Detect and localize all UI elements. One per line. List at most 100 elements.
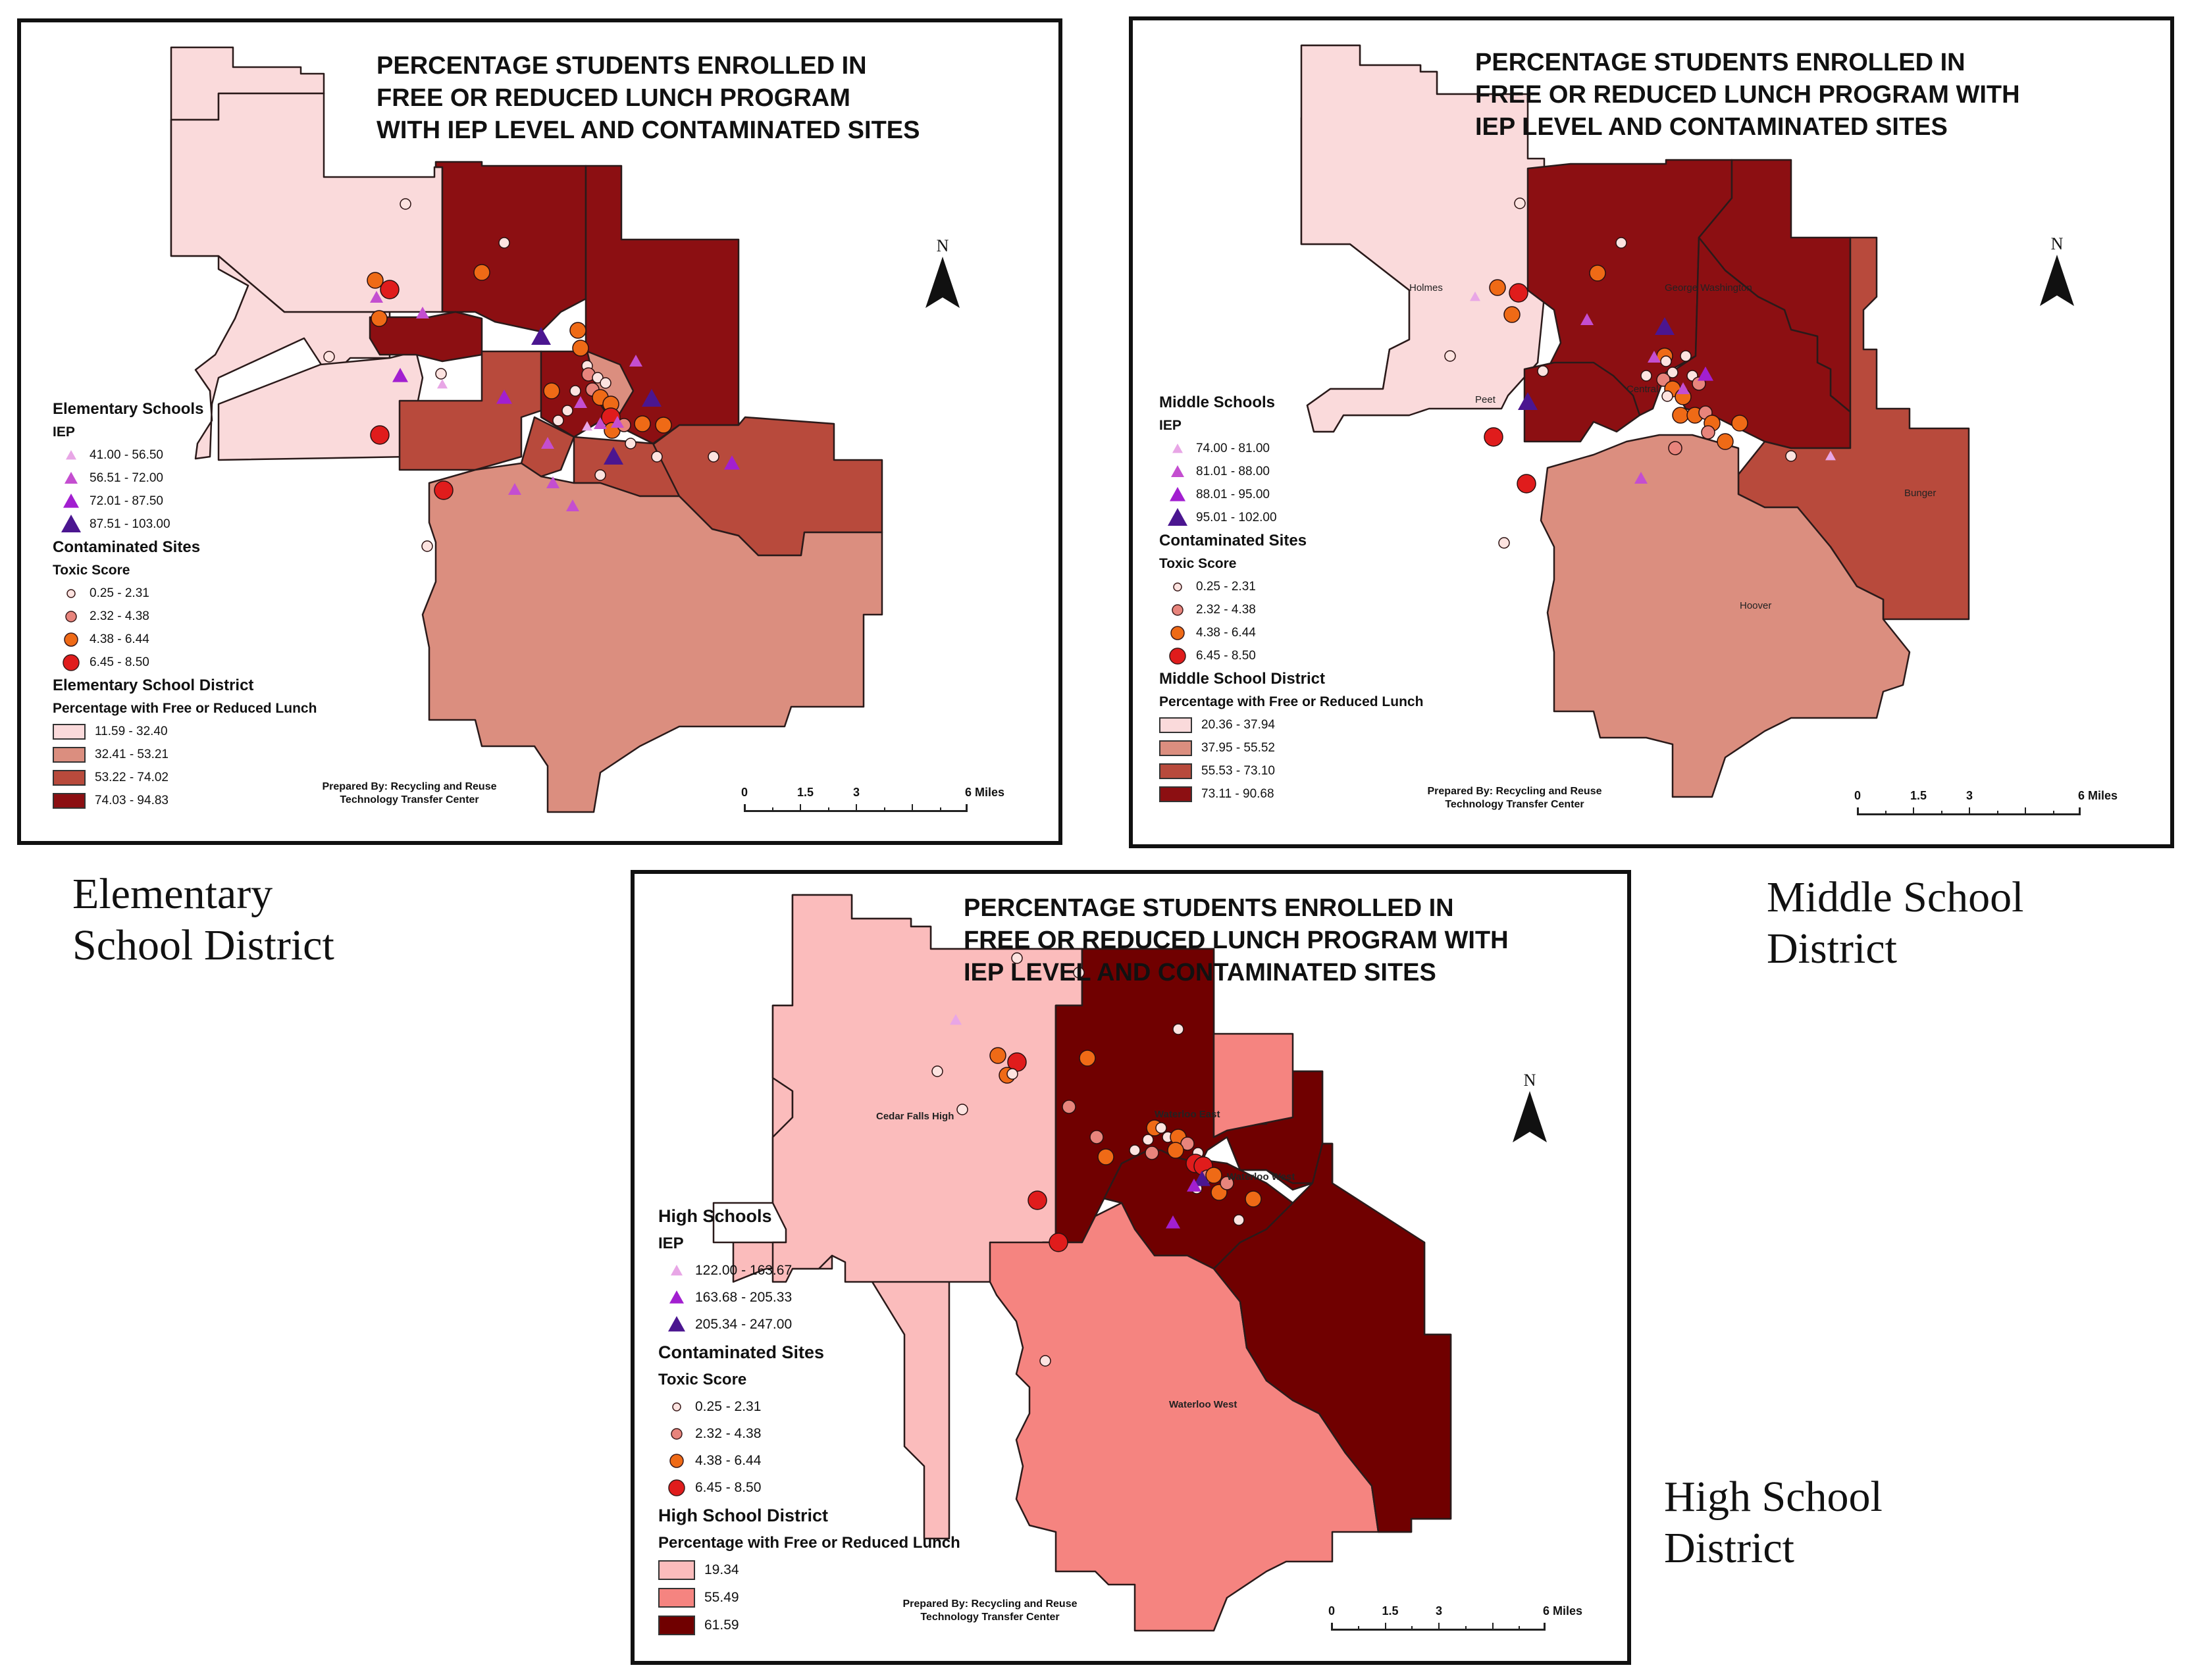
legend-row: 41.00 - 56.50 — [53, 444, 421, 467]
legend-label: 11.59 - 32.40 — [95, 724, 168, 738]
legend-symbol — [53, 605, 90, 628]
legend-toxic-title: Toxic Score — [658, 1371, 747, 1388]
legend-label: 32.41 - 53.21 — [95, 747, 169, 761]
circle-icon — [1170, 625, 1185, 640]
legend-row: 19.34 — [658, 1556, 1027, 1584]
legend-row: 6.45 - 8.50 — [53, 651, 421, 674]
text-line: PERCENTAGE STUDENTS ENROLLED IN — [964, 894, 1454, 922]
legend-label: 81.01 - 88.00 — [1196, 464, 1270, 478]
mid-district-hoover — [1540, 434, 1911, 798]
legend-iep-list: 122.00 - 163.67 163.68 - 205.33 205.34 - 2… — [658, 1257, 1027, 1338]
scale-label: 1.5 — [797, 786, 814, 799]
legend-row: 6.45 - 8.50 — [658, 1474, 1027, 1501]
scale-label: 3 — [1436, 1604, 1443, 1617]
legend-row: 74.00 - 81.00 — [1159, 437, 1528, 460]
triangle-icon — [668, 1315, 685, 1331]
text-line: High School — [1664, 1473, 1883, 1521]
legend-color-swatch — [1159, 717, 1192, 733]
scale-tick — [912, 804, 913, 812]
legend-iep-title: IEP — [1159, 418, 1182, 433]
legend-iep-title: IEP — [53, 424, 75, 440]
elementary-scale-bar: 0 1.5 3 6 Miles — [741, 786, 1004, 819]
legend-label: 2.32 - 4.38 — [90, 609, 149, 623]
triangle-icon — [1172, 443, 1183, 453]
elementary-north-arrow: N — [923, 237, 962, 313]
legend-schools-title: Middle Schools — [1159, 394, 1276, 411]
text-line: Technology Transfer Center — [1445, 799, 1584, 810]
scale-tick — [1438, 1623, 1440, 1631]
legend-color-swatch — [1159, 786, 1192, 802]
legend-symbol — [658, 1395, 695, 1418]
legend-schools-title: High Schools — [658, 1206, 772, 1226]
legend-row: 56.51 - 72.00 — [53, 467, 421, 490]
elem-district-south — [421, 462, 883, 813]
legend-symbol — [658, 1449, 695, 1472]
legend-label: 6.45 - 8.50 — [695, 1479, 762, 1495]
text-line: Elementary — [72, 870, 273, 918]
circle-icon — [1172, 603, 1184, 616]
elementary-map-panel: PERCENTAGE STUDENTS ENROLLED IN FREE OR R… — [17, 18, 1062, 845]
legend-color-swatch — [53, 792, 86, 809]
scale-label: 0 — [1328, 1604, 1336, 1617]
circle-icon — [1173, 582, 1182, 592]
triangle-icon — [669, 1290, 684, 1304]
legend-symbol — [1159, 575, 1196, 598]
scale-tick — [1465, 1626, 1467, 1631]
elementary-prepared-by: Prepared By: Recycling and Reuse Technolo… — [304, 780, 515, 807]
scale-label: 1.5 — [1910, 789, 1927, 802]
text-line: IEP LEVEL AND CONTAMINATED SITES — [964, 959, 1436, 986]
scale-label: 0 — [1854, 789, 1861, 802]
legend-symbol — [1159, 437, 1196, 460]
legend-symbol — [53, 628, 90, 651]
circle-icon — [672, 1402, 681, 1412]
scale-tick — [1913, 807, 1914, 815]
high-scale-bar: 0 1.5 3 6 Miles — [1328, 1604, 1582, 1637]
legend-row: 61.59 — [658, 1612, 1027, 1639]
legend-district-title: High School District — [658, 1506, 829, 1525]
north-label: N — [2050, 234, 2064, 253]
scale-tick — [1384, 1623, 1386, 1631]
text-line: IEP LEVEL AND CONTAMINATED SITES — [1475, 113, 1948, 141]
circle-icon — [66, 588, 76, 598]
legend-label: 41.00 - 56.50 — [90, 447, 163, 462]
legend-label: 87.51 - 103.00 — [90, 517, 170, 531]
circle-icon — [63, 653, 80, 671]
high-legend: High Schools IEP 122.00 - 163.67 163.68 -… — [658, 1202, 1027, 1639]
middle-map-panel: Holmes George Washington Peet Central Bu… — [1129, 16, 2174, 848]
scale-label: 3 — [853, 786, 860, 799]
middle-legend: Middle Schools IEP 74.00 - 81.00 81.01 - … — [1159, 391, 1528, 805]
legend-color-swatch — [1159, 740, 1192, 756]
scale-tick — [827, 807, 829, 812]
scale-tick — [1411, 1626, 1413, 1631]
legend-district-list: 19.34 55.49 61.59 — [658, 1556, 1027, 1639]
scale-tick — [1519, 1626, 1521, 1631]
legend-label: 72.01 - 87.50 — [90, 494, 163, 508]
triangle-icon — [66, 449, 76, 459]
high-district-waterloo-east-se — [1212, 1142, 1452, 1533]
legend-sites-title: Contaminated Sites — [658, 1342, 825, 1362]
legend-iep-title: IEP — [658, 1235, 684, 1252]
legend-label: 88.01 - 95.00 — [1196, 487, 1270, 501]
legend-row: 2.32 - 4.38 — [53, 605, 421, 628]
high-map-title: PERCENTAGE STUDENTS ENROLLED IN FREE OR R… — [964, 892, 1509, 989]
triangle-icon — [1170, 486, 1185, 501]
legend-toxic-title: Toxic Score — [1159, 556, 1237, 571]
legend-label: 0.25 - 2.31 — [1196, 579, 1256, 594]
legend-row: 122.00 - 163.67 — [658, 1257, 1027, 1284]
elementary-map-title: PERCENTAGE STUDENTS ENROLLED IN FREE OR R… — [377, 50, 920, 147]
legend-row: 6.45 - 8.50 — [1159, 644, 1528, 667]
text-line: Technology Transfer Center — [920, 1612, 1060, 1623]
legend-symbol — [1159, 460, 1196, 483]
legend-label: 0.25 - 2.31 — [90, 586, 149, 600]
legend-symbol — [1159, 483, 1196, 506]
text-line: FREE OR REDUCED LUNCH PROGRAM WITH — [964, 927, 1509, 954]
legend-district-title: Middle School District — [1159, 670, 1326, 688]
north-arrow-icon — [2040, 255, 2074, 306]
legend-symbol — [53, 444, 90, 467]
legend-toxic-list: 0.25 - 2.31 2.32 - 4.38 4.38 - 6.44 6.45 - … — [1159, 575, 1528, 667]
legend-label: 4.38 - 6.44 — [695, 1452, 762, 1468]
mid-label-hoover: Hoover — [1740, 600, 1772, 611]
legend-schools-title: Elementary Schools — [53, 400, 204, 418]
text-line: Technology Transfer Center — [340, 794, 479, 805]
legend-district-title: Elementary School District — [53, 676, 254, 694]
